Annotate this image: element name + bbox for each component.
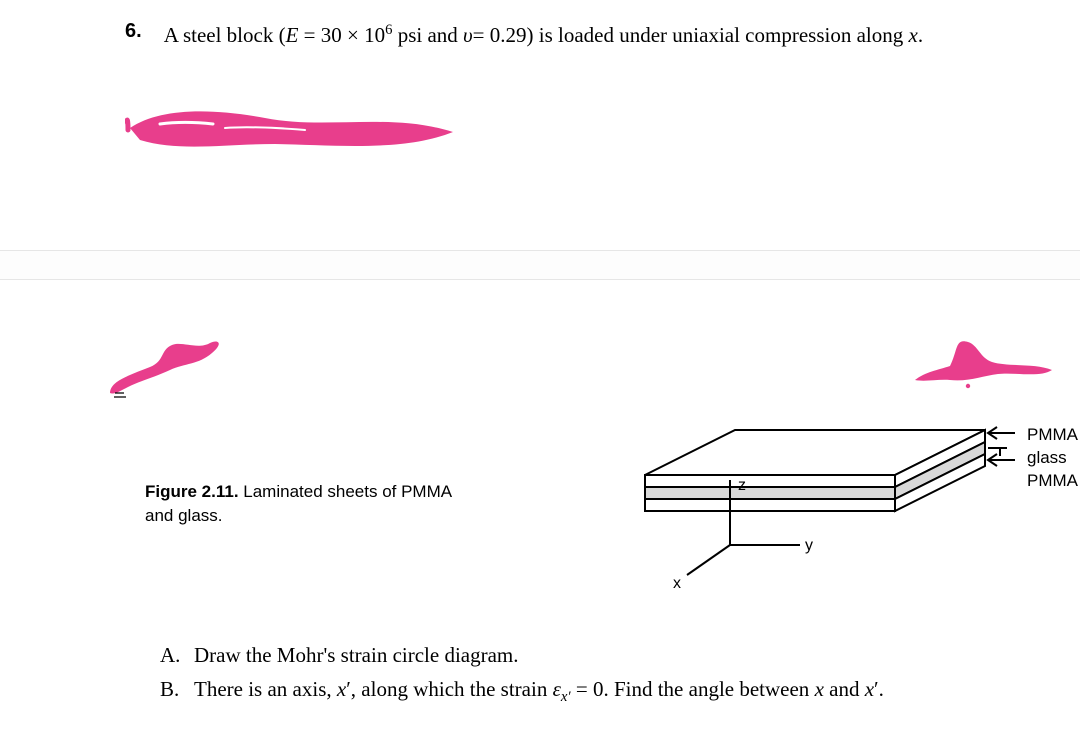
question-a-letter: A. [160, 640, 182, 670]
layer-label-top: PMMA [1027, 425, 1078, 445]
axis-z-label: z [738, 477, 746, 494]
question-a-text: Draw the Mohr's strain circle diagram. [194, 640, 519, 670]
highlight-scribble-1 [125, 100, 465, 160]
laminate-diagram: z y x [555, 420, 1025, 600]
question-b-letter: B. [160, 674, 182, 709]
figure-caption: Figure 2.11. Laminated sheets of PMMA an… [145, 480, 465, 528]
question-a: A. Draw the Mohr's strain circle diagram… [160, 640, 1010, 670]
problem-text: A steel block (E = 30 × 106 psi and υ= 0… [164, 20, 923, 50]
question-b-text: There is an axis, x′, along which the st… [194, 674, 884, 709]
layer-label-bot: PMMA [1027, 471, 1078, 491]
layer-label-mid: glass [1027, 448, 1067, 468]
axis-y-label: y [805, 537, 813, 554]
problem-number: 6. [125, 20, 142, 50]
question-b: B. There is an axis, x′, along which the… [160, 674, 1010, 709]
axis-x-label: x [673, 575, 681, 592]
problem-header: 6. A steel block (E = 30 × 106 psi and υ… [125, 20, 995, 50]
section-divider [0, 250, 1080, 280]
figure-caption-number: Figure 2.11. [145, 482, 239, 501]
highlight-scribble-3 [900, 330, 1060, 400]
highlight-scribble-2 [100, 335, 230, 405]
questions-list: A. Draw the Mohr's strain circle diagram… [160, 640, 1010, 713]
